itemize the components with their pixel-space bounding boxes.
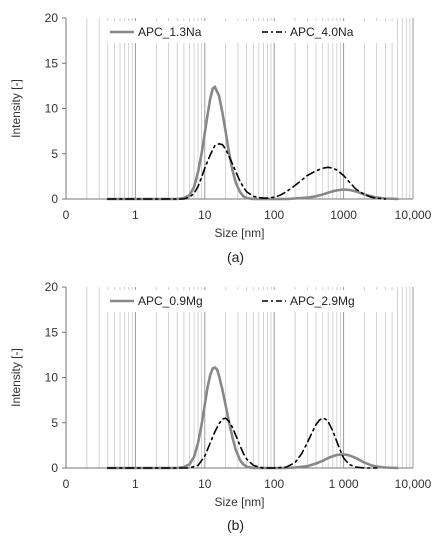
series-line-2 <box>107 143 387 200</box>
x-tick-label: 0 <box>63 477 70 491</box>
x-tick-label: 10,000 <box>395 477 432 491</box>
y-tick-label: 15 <box>45 325 59 339</box>
x-tick-label: 10 <box>198 477 212 491</box>
y-tick-label: 5 <box>51 147 58 161</box>
x-tick-label: 10 <box>198 208 212 222</box>
y-tick-label: 10 <box>45 102 59 116</box>
y-tick-label: 10 <box>45 371 59 385</box>
x-tick-label: 100 <box>264 477 284 491</box>
x-tick-label: 1000 <box>330 208 357 222</box>
x-tick-label: 1 <box>132 477 139 491</box>
legend-label: APC_4.0Na <box>290 25 354 39</box>
y-tick-label: 5 <box>51 416 58 430</box>
y-tick-label: 0 <box>51 192 58 206</box>
series-line-1 <box>106 366 399 470</box>
y-axis-label: Intensity [-] <box>9 79 23 138</box>
x-tick-label: 10,000 <box>395 208 432 222</box>
chart-b: 0 5 10 15 20 0 1 10 100 1 000 10,000 Size [nm] Inten… <box>9 280 432 533</box>
y-axis-label: Intensity [-] <box>9 348 23 407</box>
series-line-1 <box>106 85 399 201</box>
y-tick-label: 20 <box>45 280 59 294</box>
chart-caption: (b) <box>227 517 244 533</box>
legend-background <box>106 290 394 312</box>
x-axis-label: Size [nm] <box>214 495 264 509</box>
x-tick-label: 1 <box>132 208 139 222</box>
x-axis-label: Size [nm] <box>214 226 264 240</box>
series-line-2 <box>107 417 378 469</box>
x-tick-label: 1 000 <box>329 477 359 491</box>
x-tick-label: 0 <box>63 208 70 222</box>
y-tick-label: 20 <box>45 11 59 25</box>
legend-background <box>106 21 394 43</box>
chart-a: 0 5 10 15 20 0 1 10 100 1000 10,000 Size [nm] Intens… <box>9 11 432 265</box>
legend-label: APC_2.9Mg <box>290 294 355 308</box>
legend-label: APC_1.3Na <box>138 25 202 39</box>
x-tick-label: 100 <box>264 208 284 222</box>
chart-caption: (a) <box>227 249 244 265</box>
legend-label: APC_0.9Mg <box>138 294 203 308</box>
y-tick-label: 0 <box>51 461 58 475</box>
y-tick-label: 15 <box>45 56 59 70</box>
